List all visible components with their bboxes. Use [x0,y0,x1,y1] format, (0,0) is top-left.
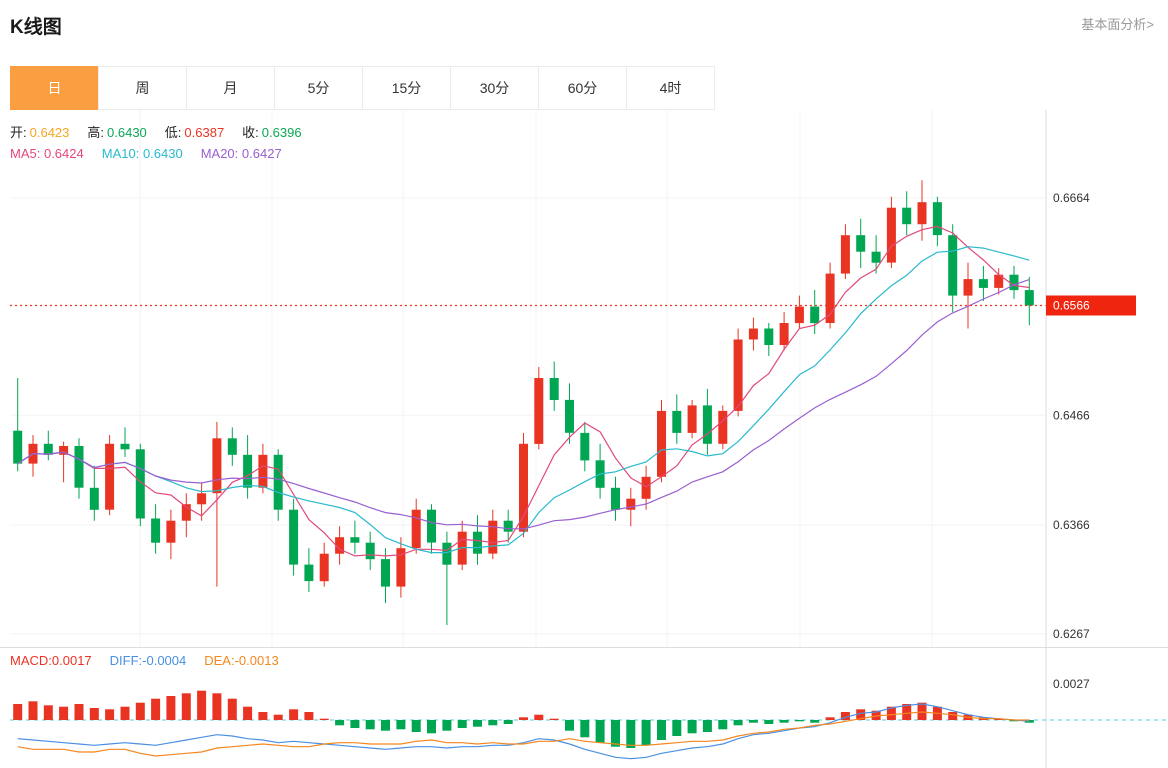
tab-day[interactable]: 日 [10,66,99,110]
tab-60min[interactable]: 60分 [538,66,627,110]
svg-text:0.6366: 0.6366 [1053,518,1090,532]
grid [10,110,1046,647]
tab-4hour[interactable]: 4时 [626,66,715,110]
tab-month[interactable]: 月 [186,66,275,110]
ma10-line [17,246,1030,554]
dea-line [17,711,1030,757]
macd-axis-label: 0.0027 [1053,677,1090,691]
page-title: K线图 [10,17,62,38]
price-axis-labels: 0.6664 0.6466 0.6366 0.6267 [1053,191,1090,641]
svg-text:0.6664: 0.6664 [1053,191,1090,205]
ma5-line [17,225,1030,557]
tab-30min[interactable]: 30分 [450,66,539,110]
diff-line [17,703,1030,760]
svg-text:0.6566: 0.6566 [1053,299,1090,313]
current-price-badge: 0.6566 [1046,295,1136,316]
macd-histogram [13,690,1034,748]
svg-text:0.6267: 0.6267 [1053,627,1090,641]
svg-text:0.6466: 0.6466 [1053,408,1090,422]
axis-frame [0,110,1168,768]
kline-chart[interactable]: 0.6664 0.6466 0.6366 0.6267 0.6566 0.0027 [0,110,1168,768]
header: K线图 基本面分析> [0,0,1168,42]
chart-area[interactable]: 0.6664 0.6466 0.6366 0.6267 0.6566 0.0027 开: 0… [0,110,1168,768]
candlestick-series [13,180,1034,625]
tab-5min[interactable]: 5分 [274,66,363,110]
tab-week[interactable]: 周 [98,66,187,110]
ma20-line [17,279,1030,530]
timeframe-tabs: 日 周 月 5分 15分 30分 60分 4时 [10,66,1168,110]
tab-15min[interactable]: 15分 [362,66,451,110]
fundamental-analysis-link[interactable]: 基本面分析> [1081,17,1154,32]
